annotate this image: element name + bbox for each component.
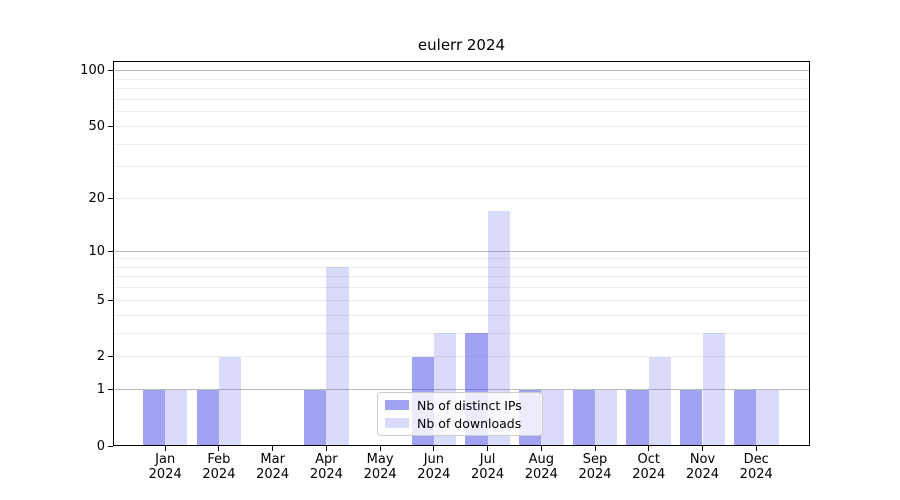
bar-downloads-oct	[648, 356, 672, 446]
x-tick-3	[325, 446, 327, 451]
y-tick-20	[108, 197, 113, 199]
gridline-y-80	[114, 88, 809, 90]
bar-ips-oct	[626, 389, 649, 446]
x-tick-1	[218, 446, 220, 451]
bar-downloads-jul	[487, 210, 510, 446]
gridline-y-3	[114, 332, 809, 334]
y-tick-label-10: 10	[88, 243, 105, 259]
legend-swatch-distinct-ips	[385, 400, 409, 410]
x-tick-6	[487, 446, 489, 451]
legend-label-downloads: Nb of downloads	[417, 415, 522, 431]
bar-downloads-sep	[595, 389, 618, 446]
x-tick-2	[272, 446, 274, 451]
x-tick-label-month-0: Jan	[155, 452, 176, 467]
gridline-y-90	[114, 78, 809, 80]
x-tick-label-month-8: Sep	[582, 452, 608, 467]
y-tick-10	[108, 250, 113, 252]
gridline-y-7	[114, 276, 809, 278]
x-tick-label-year-11: 2024	[739, 467, 773, 482]
y-tick-label-2: 2	[96, 349, 105, 365]
bar-ips-nov	[680, 389, 703, 446]
x-tick-10	[702, 446, 703, 451]
x-tick-label-month-4: May	[366, 452, 394, 467]
y-tick-label-1: 1	[96, 382, 105, 398]
x-tick-11	[755, 446, 757, 451]
legend-row-distinct-ips: Nb of distinct IPs	[385, 397, 542, 413]
x-tick-label-year-9: 2024	[632, 467, 666, 482]
x-tick-8	[594, 446, 596, 451]
bar-downloads-aug	[541, 389, 564, 446]
x-tick-label-month-10: Nov	[689, 452, 716, 467]
y-tick-label-20: 20	[88, 190, 105, 206]
y-tick-label-0: 0	[96, 438, 105, 454]
x-tick-9	[648, 446, 650, 451]
gridline-y-10	[114, 250, 809, 252]
gridline-y-60	[114, 111, 809, 113]
y-tick-100	[108, 70, 113, 72]
y-tick-2	[108, 356, 113, 358]
x-tick-label-year-6: 2024	[471, 467, 505, 482]
gridline-y-8	[114, 266, 809, 268]
gridline-y-2	[114, 356, 809, 358]
gridline-y-9	[114, 258, 809, 260]
x-tick-label-year-8: 2024	[578, 467, 612, 482]
y-tick-50	[108, 125, 113, 127]
x-tick-0	[164, 446, 166, 451]
gridline-y-50	[114, 125, 809, 127]
y-tick-5	[108, 299, 113, 301]
x-tick-label-year-5: 2024	[417, 467, 451, 482]
x-tick-label-month-2: Mar	[260, 452, 285, 467]
bar-downloads-feb	[218, 356, 242, 446]
x-tick-label-month-9: Oct	[637, 452, 660, 467]
gridline-y-4	[114, 314, 809, 316]
bar-downloads-apr	[326, 267, 349, 446]
chart-title: eulerr 2024	[417, 36, 506, 54]
bar-downloads-jan	[165, 389, 188, 446]
bar-downloads-dec	[756, 389, 779, 446]
x-tick-7	[540, 446, 542, 451]
gridline-y-70	[114, 98, 809, 100]
legend-swatch-downloads	[385, 418, 409, 428]
gridline-y-6	[114, 287, 809, 289]
y-tick-1	[108, 389, 113, 391]
bar-ips-sep	[572, 389, 596, 446]
bar-ips-apr	[304, 389, 327, 446]
gridline-y-40	[114, 143, 809, 145]
gridline-y-30	[114, 166, 809, 168]
x-tick-label-year-0: 2024	[148, 467, 182, 482]
y-tick-label-50: 50	[88, 118, 105, 134]
x-tick-label-month-6: Jul	[479, 452, 496, 467]
legend-row-downloads: Nb of downloads	[385, 415, 542, 431]
x-tick-label-year-4: 2024	[363, 467, 397, 482]
x-tick-label-year-10: 2024	[685, 467, 720, 482]
chart-legend: Nb of distinct IPs Nb of downloads	[377, 392, 543, 436]
x-tick-5	[433, 446, 435, 451]
x-tick-label-month-11: Dec	[743, 452, 769, 467]
bar-ips-dec	[733, 389, 757, 446]
gridline-y-20	[114, 197, 809, 199]
x-tick-label-month-1: Feb	[207, 452, 231, 467]
gridline-y-100	[114, 70, 809, 72]
legend-label-distinct-ips: Nb of distinct IPs	[417, 397, 522, 413]
bar-ips-feb	[196, 389, 219, 446]
x-tick-label-month-3: Apr	[315, 452, 338, 467]
x-tick-label-month-5: Jun	[423, 452, 444, 467]
bar-ips-jan	[142, 389, 166, 446]
x-tick-label-year-7: 2024	[524, 467, 558, 482]
bar-downloads-nov	[702, 333, 725, 446]
gridline-y-5	[114, 299, 809, 301]
y-tick-0	[108, 445, 113, 447]
gridline-y-1	[114, 389, 809, 391]
x-tick-label-month-7: Aug	[528, 452, 554, 467]
y-tick-label-100: 100	[80, 63, 105, 79]
y-tick-label-5: 5	[96, 292, 105, 308]
x-tick-label-year-2: 2024	[256, 467, 290, 482]
x-tick-label-year-1: 2024	[202, 467, 236, 482]
x-tick-4	[379, 446, 381, 451]
x-tick-label-year-3: 2024	[309, 467, 343, 482]
